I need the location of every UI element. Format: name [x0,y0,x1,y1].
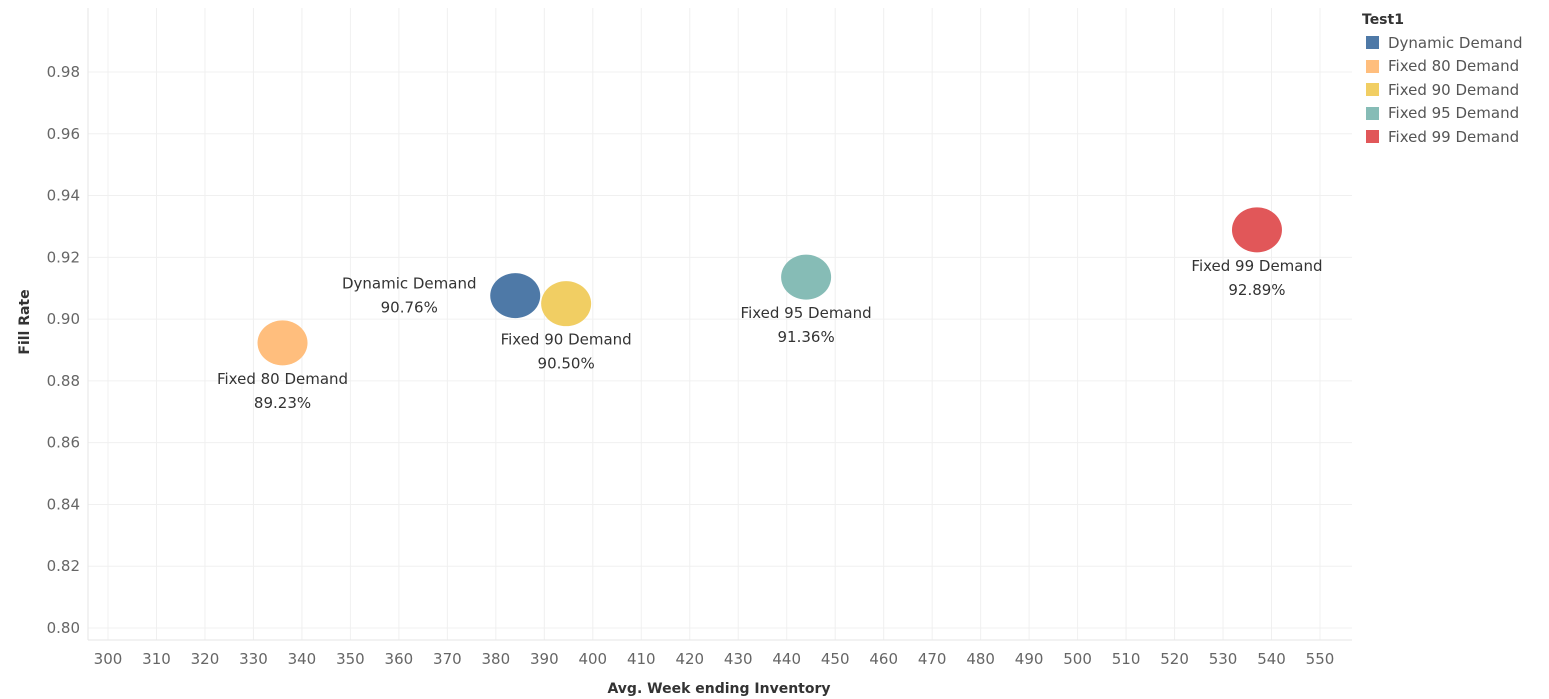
x-axis-ticks: 300 310 320 330 340 350 360 370 380 390 400 410 420 4… [94,650,1335,668]
x-tick-label: 420 [675,650,704,668]
data-point [781,254,832,300]
legend-swatch [1366,83,1379,97]
data-points: Dynamic Demand 90.76% Fixed 80 Demand 89.23… [217,207,1323,412]
x-tick-label: 520 [1160,650,1189,668]
x-tick-label: 300 [94,650,123,668]
legend-label: Fixed 80 Demand [1388,57,1520,76]
gridlines [87,8,1352,641]
legend-item[interactable]: Fixed 90 Demand [1362,78,1547,102]
x-tick-label: 500 [1063,650,1092,668]
data-point-label: Fixed 80 Demand [217,370,348,388]
data-point-value: 89.23% [254,394,311,412]
data-point [490,273,541,319]
y-tick-label: 0.80 [47,619,80,637]
x-tick-label: 450 [821,650,850,668]
data-point-value: 91.36% [778,328,835,346]
x-tick-label: 330 [239,650,268,668]
y-tick-label: 0.90 [47,310,80,328]
x-tick-label: 370 [433,650,462,668]
legend-item[interactable]: Fixed 80 Demand [1362,55,1547,79]
y-tick-label: 0.96 [47,125,80,143]
legend-label: Fixed 90 Demand [1388,80,1520,99]
data-point-label: Fixed 99 Demand [1191,257,1322,275]
legend-swatch [1366,59,1379,73]
x-axis-title: Avg. Week ending Inventory [607,681,830,697]
x-tick-label: 540 [1257,650,1286,668]
x-tick-label: 460 [869,650,898,668]
data-point-label: Dynamic Demand [342,275,477,293]
legend-items: Dynamic Demand Fixed 80 Demand Fixed 90 De… [1362,31,1547,149]
y-tick-label: 0.94 [47,187,80,205]
data-point-group: Fixed 95 Demand 91.36% [741,254,872,346]
legend-item[interactable]: Fixed 95 Demand [1362,102,1547,126]
x-tick-label: 400 [578,650,607,668]
y-tick-label: 0.84 [47,495,80,513]
y-axis-ticks: 0.80 0.82 0.84 0.86 0.88 0.90 0.92 0.94 0.96 0.98 [47,63,80,637]
data-point [1231,207,1282,253]
data-point [541,281,592,327]
x-tick-label: 310 [142,650,171,668]
x-tick-label: 440 [772,650,801,668]
legend-title: Test1 [1362,12,1404,28]
data-point-value: 90.76% [381,299,438,317]
legend-swatch [1366,106,1379,120]
x-tick-label: 510 [1112,650,1141,668]
legend-swatch [1366,130,1379,144]
data-point-label: Fixed 90 Demand [501,331,632,349]
data-point [257,320,308,366]
data-point-group: Dynamic Demand 90.76% [342,273,541,319]
x-tick-label: 550 [1306,650,1335,668]
legend-label: Dynamic Demand [1388,33,1523,52]
x-tick-label: 360 [385,650,414,668]
y-tick-label: 0.86 [47,434,80,452]
y-axis-title: Fill Rate [17,289,33,354]
x-tick-label: 480 [966,650,995,668]
legend: Test1 Dynamic Demand Fixed 80 Demand Fixed… [1362,12,1547,149]
x-tick-label: 320 [191,650,220,668]
x-tick-label: 380 [482,650,511,668]
y-tick-label: 0.88 [47,372,80,390]
x-tick-label: 410 [627,650,656,668]
data-point-value: 90.50% [538,355,595,373]
legend-label: Fixed 95 Demand [1388,104,1520,123]
y-tick-label: 0.92 [47,248,80,266]
legend-item[interactable]: Dynamic Demand [1362,31,1547,55]
x-tick-label: 430 [724,650,753,668]
x-tick-label: 470 [918,650,947,668]
y-tick-label: 0.98 [47,63,80,81]
x-tick-label: 530 [1209,650,1238,668]
legend-item[interactable]: Fixed 99 Demand [1362,125,1547,149]
data-point-group: Fixed 90 Demand 90.50% [501,281,632,373]
data-point-label: Fixed 95 Demand [741,304,872,322]
x-tick-label: 390 [530,650,559,668]
x-tick-label: 490 [1015,650,1044,668]
legend-label: Fixed 99 Demand [1388,127,1520,146]
x-tick-label: 340 [288,650,317,668]
y-tick-label: 0.82 [47,557,80,575]
legend-swatch [1366,36,1379,50]
data-point-value: 92.89% [1228,281,1285,299]
data-point-group: Fixed 80 Demand 89.23% [217,320,348,412]
data-point-group: Fixed 99 Demand 92.89% [1191,207,1323,299]
x-tick-label: 350 [336,650,365,668]
